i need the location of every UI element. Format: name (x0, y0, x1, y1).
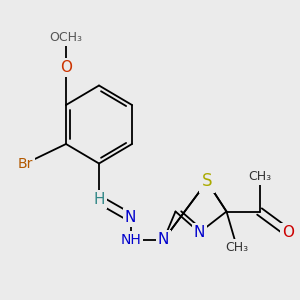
Text: O: O (282, 225, 294, 240)
Text: NH: NH (120, 233, 141, 247)
Text: N: N (158, 232, 169, 247)
Text: N: N (194, 225, 205, 240)
Text: Br: Br (18, 157, 33, 170)
Text: S: S (202, 172, 212, 190)
Text: OCH₃: OCH₃ (50, 31, 82, 44)
Text: CH₃: CH₃ (225, 241, 249, 254)
Text: CH₃: CH₃ (248, 170, 271, 184)
Text: N: N (125, 210, 136, 225)
Text: O: O (60, 60, 72, 75)
Text: H: H (93, 192, 105, 207)
